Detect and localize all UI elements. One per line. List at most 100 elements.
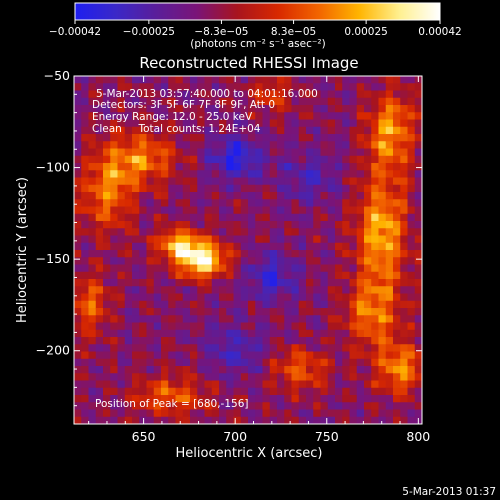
heatmap-cell — [168, 351, 176, 360]
heatmap-cell — [240, 134, 249, 142]
heatmap-cell — [306, 337, 314, 345]
heatmap-cell — [139, 315, 147, 323]
heatmap-cell — [190, 315, 198, 323]
heatmap-cell — [349, 337, 358, 345]
heatmap-cell — [88, 206, 97, 215]
heatmap-cell — [132, 192, 140, 200]
heatmap-cell — [327, 97, 336, 106]
heatmap-cell — [393, 416, 401, 425]
heatmap-cell — [327, 402, 336, 410]
heatmap-cell — [400, 170, 408, 178]
heatmap-cell — [335, 228, 343, 236]
heatmap-cell — [168, 387, 176, 396]
heatmap-cell — [190, 293, 198, 302]
heatmap-cell — [342, 76, 350, 84]
heatmap-cell — [161, 235, 169, 244]
heatmap-cell — [269, 148, 278, 157]
heatmap-cell — [211, 387, 220, 396]
heatmap-cell — [139, 264, 147, 273]
heatmap-cell — [168, 97, 176, 106]
heatmap-cell — [110, 163, 118, 171]
heatmap-cell — [81, 83, 89, 91]
heatmap-cell — [320, 395, 329, 403]
heatmap-cell — [313, 344, 321, 352]
heatmap-cell — [327, 264, 336, 273]
heatmap-cell — [103, 279, 111, 287]
heatmap-cell — [298, 380, 307, 389]
heatmap-cell — [371, 126, 379, 135]
heatmap-cell — [110, 250, 118, 258]
heatmap-cell — [385, 213, 394, 222]
heatmap-cell — [219, 141, 227, 149]
heatmap-cell — [320, 351, 329, 360]
heatmap-cell — [298, 264, 307, 273]
heatmap-cell — [284, 134, 292, 142]
heatmap-cell — [110, 358, 118, 367]
heatmap-cell — [378, 90, 387, 99]
heatmap-cell — [400, 329, 408, 338]
heatmap-cell — [110, 105, 118, 113]
heatmap-cell — [335, 90, 343, 99]
heatmap-cell — [378, 97, 387, 106]
heatmap-cell — [168, 155, 176, 164]
heatmap-cell — [233, 402, 242, 410]
heatmap-cell — [356, 373, 365, 381]
heatmap-cell — [335, 373, 343, 381]
heatmap-cell — [240, 250, 249, 258]
heatmap-cell — [371, 155, 379, 164]
heatmap-cell — [298, 90, 307, 99]
heatmap-cell — [240, 344, 249, 352]
heatmap-cell — [110, 373, 118, 381]
heatmap-cell — [320, 300, 329, 309]
heatmap-cell — [262, 308, 271, 316]
heatmap-cell — [335, 206, 343, 215]
heatmap-cell — [124, 141, 133, 149]
heatmap-cell — [269, 358, 278, 367]
heatmap-cell — [262, 177, 271, 186]
heatmap-cell — [284, 170, 292, 178]
heatmap-cell — [378, 184, 387, 193]
heatmap-cell — [132, 351, 140, 360]
heatmap-cell — [356, 76, 365, 84]
heatmap-cell — [219, 170, 227, 178]
heatmap-cell — [74, 308, 82, 316]
heatmap-cell — [364, 387, 372, 396]
heatmap-cell — [385, 242, 394, 251]
heatmap-cell — [211, 300, 220, 309]
colorbar-gradient — [74, 2, 441, 21]
heatmap-cell — [168, 199, 176, 207]
heatmap-cell — [197, 199, 205, 207]
heatmap-cell — [393, 141, 401, 149]
heatmap-cell — [393, 90, 401, 99]
heatmap-cell — [211, 199, 220, 207]
heatmap-cell — [400, 300, 408, 309]
heatmap-cell — [269, 76, 278, 84]
heatmap-cell — [393, 192, 401, 200]
heatmap-cell — [248, 286, 256, 294]
heatmap-cell — [211, 373, 220, 381]
heatmap-cell — [103, 105, 111, 113]
heatmap-cell — [393, 344, 401, 352]
heatmap-cell — [197, 126, 205, 135]
heatmap-cell — [378, 170, 387, 178]
heatmap-cell — [400, 192, 408, 200]
heatmap-cell — [356, 221, 365, 229]
heatmap-cell — [414, 315, 423, 323]
heatmap-cell — [219, 148, 227, 157]
heatmap-cell — [161, 380, 169, 389]
heatmap-cell — [161, 105, 169, 113]
heatmap-cell — [117, 235, 126, 244]
heatmap-cell — [240, 315, 249, 323]
heatmap-cell — [364, 366, 372, 374]
heatmap-cell — [378, 380, 387, 389]
heatmap-cell — [313, 141, 321, 149]
heatmap-cell — [378, 271, 387, 280]
heatmap-cell — [356, 235, 365, 244]
heatmap-cell — [161, 351, 169, 360]
heatmap-cell — [306, 163, 314, 171]
heatmap-cell — [364, 329, 372, 338]
heatmap-cell — [139, 228, 147, 236]
heatmap-cell — [175, 235, 184, 244]
heatmap-cell — [291, 250, 300, 258]
heatmap-cell — [255, 373, 263, 381]
